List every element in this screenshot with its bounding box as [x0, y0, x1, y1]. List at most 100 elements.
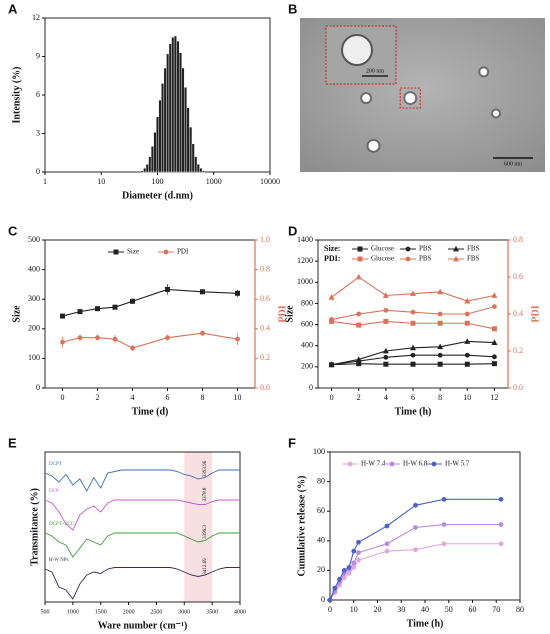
histogram-bar	[156, 116, 159, 173]
marker	[130, 298, 135, 304]
y-tick-label: 100	[313, 447, 325, 456]
legend-label: PDI	[177, 248, 189, 256]
y-tick-label: 1400	[297, 235, 313, 244]
x-tick-label: 10	[463, 393, 471, 402]
legend-label: Glucose	[371, 255, 394, 263]
spectrum	[44, 499, 240, 531]
marker	[410, 320, 416, 326]
x-axis-label: Time (d)	[132, 406, 169, 417]
y2-tick-label: 0.4	[513, 309, 523, 318]
marker	[337, 576, 342, 582]
histogram-bar	[150, 146, 154, 173]
marker	[332, 585, 338, 591]
marker	[356, 557, 361, 563]
trace-label: DCPT+SCC	[49, 522, 75, 527]
y-tick-label: 200	[301, 362, 313, 371]
histogram-bar	[189, 126, 193, 173]
histogram-bar	[194, 156, 198, 173]
marker	[356, 361, 362, 367]
legend-marker	[347, 461, 353, 467]
x-tick-label: 12	[490, 393, 498, 402]
x-axis-label: Time (h)	[395, 406, 432, 417]
marker	[491, 326, 497, 332]
marker	[165, 335, 170, 341]
spectrum	[44, 469, 240, 492]
legend-marker	[357, 256, 363, 262]
peak-label: 3393.96	[203, 460, 208, 477]
zoom-box	[399, 87, 421, 109]
legend-label: H-W 7.4	[361, 460, 386, 468]
histogram-bar	[140, 170, 144, 173]
y-tick-label: 0	[309, 383, 313, 392]
legend-label: FBS	[467, 255, 480, 263]
x-tick-label: 1500	[95, 609, 107, 615]
marker	[410, 309, 416, 315]
marker	[235, 290, 240, 296]
marker	[328, 361, 335, 368]
legend-label: PBS	[419, 255, 432, 263]
histogram-bar	[184, 87, 188, 173]
y2-tick-label: 1.0	[260, 235, 270, 244]
y-tick-label: 80	[317, 476, 325, 485]
marker	[341, 568, 347, 573]
y-axis-label: Size	[284, 305, 295, 323]
particle	[368, 140, 379, 151]
y-tick-label: 200	[28, 324, 40, 333]
y-tick-label: 20	[317, 565, 325, 574]
marker	[441, 541, 447, 547]
y2-tick-label: 0.8	[260, 264, 270, 273]
marker	[464, 320, 470, 326]
legend-marker	[357, 246, 363, 252]
marker	[351, 548, 357, 554]
particle	[480, 68, 488, 76]
particle	[362, 94, 371, 103]
y2-tick-label: 0.0	[260, 383, 270, 392]
y2-tick-label: 0.6	[513, 272, 523, 281]
series-line	[62, 288, 238, 317]
legend-title: PDI:	[324, 254, 340, 263]
legend-marker	[453, 245, 459, 252]
x-tick-label: 1	[43, 177, 47, 186]
marker	[382, 347, 389, 354]
spectrum	[44, 532, 240, 558]
particle	[405, 93, 416, 104]
x-tick-label: 100	[152, 177, 164, 186]
marker	[60, 339, 65, 345]
x-tick-label: 500	[41, 609, 50, 615]
x-tick-label: 4	[384, 393, 388, 402]
marker	[491, 339, 498, 345]
marker	[77, 309, 83, 315]
marker	[413, 502, 418, 508]
x-tick-label: 0	[61, 393, 65, 402]
x-axis-label: Diameter (d.nm)	[122, 190, 193, 201]
marker	[384, 523, 390, 529]
marker	[383, 361, 389, 367]
marker	[498, 541, 504, 547]
y2-tick-label: 0.8	[513, 235, 523, 244]
marker	[498, 522, 504, 527]
y2-axis-label: PDI	[530, 305, 541, 322]
plot-frame	[44, 451, 241, 603]
trace-label: DCPT	[49, 462, 62, 467]
marker	[346, 565, 352, 570]
y-tick-label: 12	[32, 13, 40, 22]
marker	[356, 539, 361, 545]
inset-scale-text: 200 nm	[366, 68, 385, 74]
y2-tick-label: 0.0	[513, 383, 523, 392]
x-tick-label: 6	[166, 393, 170, 402]
marker	[356, 322, 362, 328]
x-tick-label: 0	[328, 605, 332, 614]
panel-letter: E	[8, 435, 17, 450]
y-tick-label: 0	[36, 383, 40, 392]
histogram-bar	[196, 164, 200, 173]
histogram-bar	[191, 143, 195, 173]
y-axis-label: Size	[11, 305, 22, 323]
marker	[437, 361, 443, 367]
panel-letter: F	[288, 435, 296, 450]
marker	[351, 565, 357, 570]
panel-letter: C	[8, 223, 18, 238]
y-tick-label: 600	[301, 319, 313, 328]
x-tick-label: 1000	[206, 177, 222, 186]
x-tick-label: 10	[350, 605, 358, 614]
x-tick-label: 20	[374, 605, 382, 614]
